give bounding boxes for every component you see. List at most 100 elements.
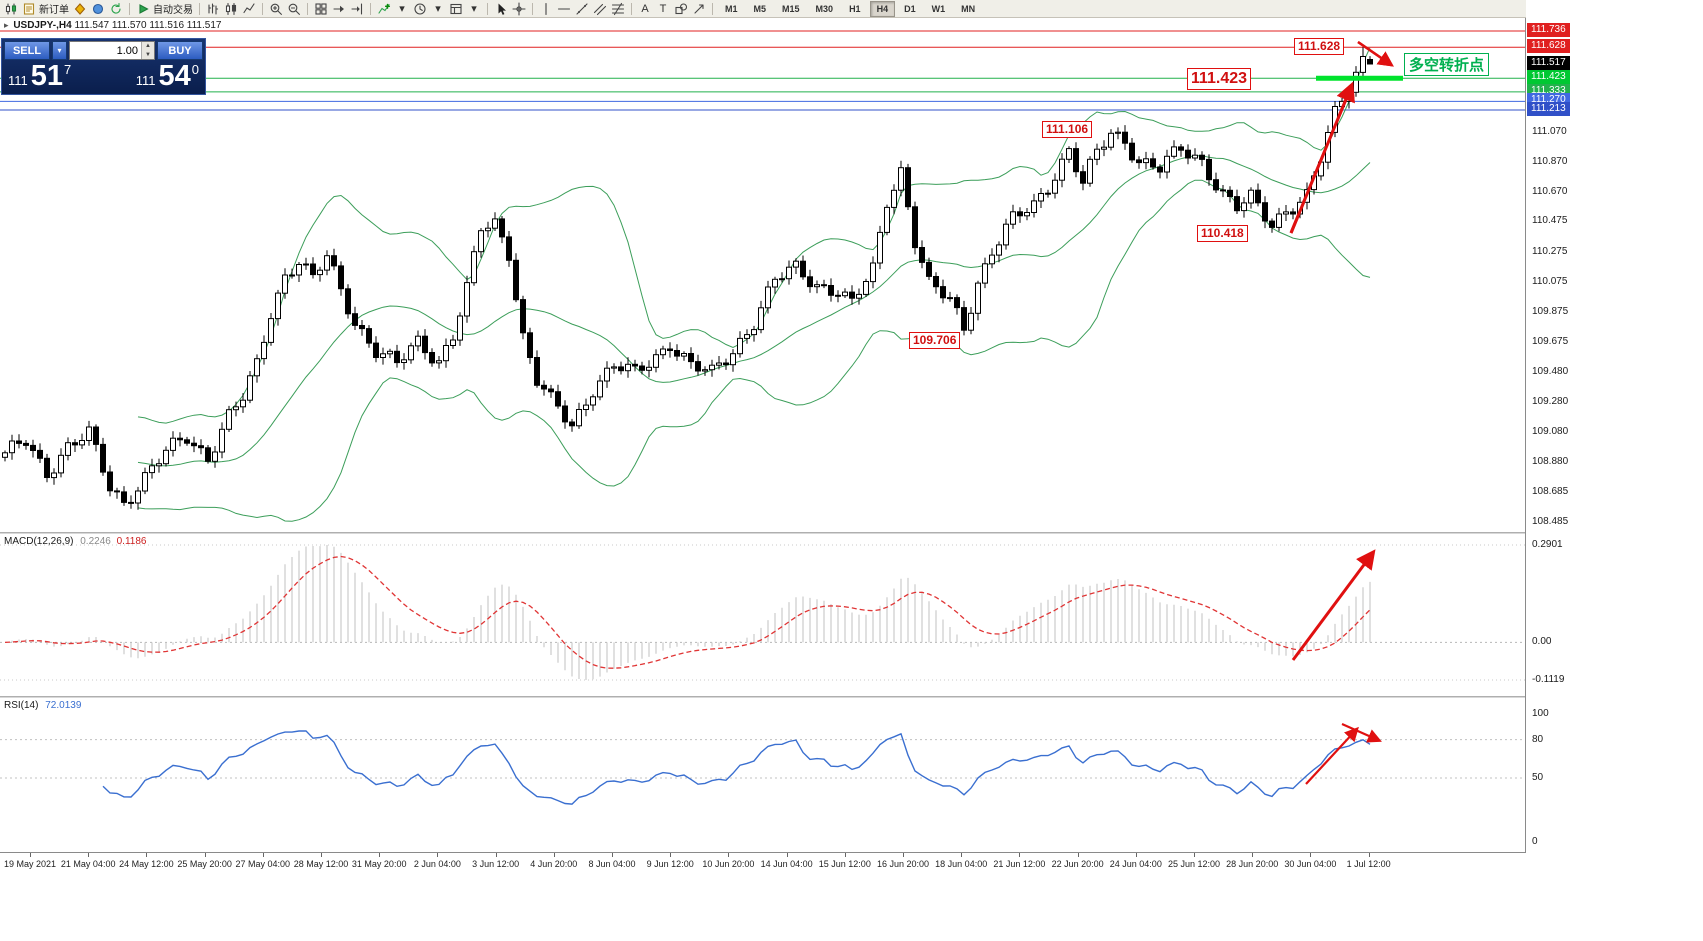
timeframe-mn-button[interactable]: MN (961, 3, 976, 14)
timeframe-m30-button[interactable]: M30 (815, 3, 834, 14)
candles-chart-icon[interactable] (222, 1, 240, 17)
chart-ohlc: 111.547 111.570 111.516 111.517 (74, 20, 222, 31)
chart-title: ▸ USDJPY-,H4 111.547 111.570 111.516 111… (4, 20, 221, 31)
axis-price-marker: 111.628 (1527, 39, 1570, 54)
order-options-dropdown[interactable]: ▾ (52, 41, 67, 60)
volume-field: ▲ ▼ (69, 41, 155, 60)
time-tick (961, 853, 963, 857)
macd-panel: MACD(12,26,9) 0.2246 0.1186 (0, 534, 1525, 696)
time-tick (553, 853, 555, 857)
macd-label: MACD(12,26,9) 0.2246 0.1186 (4, 536, 146, 547)
cursor-icon[interactable] (492, 1, 510, 17)
axis-tick-label: 50 (1532, 772, 1544, 783)
axis-tick-label: 108.880 (1532, 456, 1569, 468)
timeframe-w1-button[interactable]: W1 (931, 3, 946, 14)
bars-chart-icon[interactable] (204, 1, 222, 17)
chart-symbol: USDJPY-,H4 (13, 20, 72, 31)
candlestick-chart[interactable] (0, 18, 1525, 532)
timeframe-d1-button[interactable]: D1 (904, 3, 916, 14)
volume-up-button[interactable]: ▲ (142, 42, 154, 51)
time-tick (1194, 853, 1195, 857)
timeframe-h4-button[interactable]: H4 (869, 0, 896, 17)
chart-annotation[interactable]: 111.423 (1187, 68, 1252, 90)
panel-separator[interactable] (0, 696, 1703, 698)
templates-icon[interactable] (447, 1, 465, 17)
market-watch-icon[interactable] (89, 1, 107, 17)
time-tick-label: 8 Jun 04:00 (588, 859, 636, 869)
time-tick (670, 853, 672, 857)
new-chart-icon[interactable] (2, 1, 20, 17)
sell-price[interactable]: 111 51 7 (8, 62, 71, 91)
buy-button[interactable]: BUY (157, 41, 203, 60)
toolbar-separator (532, 2, 533, 15)
sell-price-point: 7 (64, 62, 72, 77)
chart-shift-icon[interactable] (348, 1, 366, 17)
rsi-value: 72.0139 (45, 700, 82, 711)
price-axis[interactable]: 111.070 110.870 110.670 110.475 110.275 110.0… (1526, 0, 1703, 941)
time-tick-label: 28 May 12:00 (293, 859, 349, 869)
chart-annotation[interactable]: 109.706 (909, 332, 961, 349)
buy-price[interactable]: 111 54 0 (136, 62, 199, 91)
axis-tick-label: 108.485 (1532, 516, 1569, 527)
volume-input[interactable] (70, 42, 141, 59)
time-tick-label: 3 Jun 12:00 (472, 859, 520, 869)
line-chart-icon[interactable] (240, 1, 258, 17)
vertical-line-icon[interactable] (537, 1, 555, 17)
periods-dropdown-icon[interactable]: ▾ (435, 2, 441, 15)
toolbar-separator (199, 2, 200, 15)
time-tick (1252, 853, 1254, 857)
tile-windows-icon[interactable] (312, 1, 330, 17)
macd-chart[interactable] (0, 534, 1525, 696)
profiles-icon[interactable] (71, 1, 89, 17)
axis-tick-label: 108.685 (1532, 485, 1569, 497)
indicators-icon[interactable] (375, 1, 393, 17)
time-tick-label: 22 Jun 20:00 (1051, 859, 1104, 869)
main-chart-panel: ▸ USDJPY-,H4 111.547 111.570 111.516 111… (0, 18, 1525, 532)
equidistant-channel-icon[interactable] (591, 1, 609, 17)
time-tick-label: 14 Jun 04:00 (760, 859, 813, 869)
chart-annotation[interactable]: 111.106 (1042, 121, 1093, 138)
timeframe-h1-button[interactable]: H1 (849, 3, 861, 14)
time-tick (1135, 853, 1137, 857)
timeframe-m5-button[interactable]: M5 (753, 3, 767, 14)
fibonacci-icon[interactable] (609, 1, 627, 17)
auto-scroll-icon[interactable] (330, 1, 348, 17)
time-axis[interactable]: 19 May 2021 21 May 04:00 24 May 12:00 25 Ma… (0, 852, 1703, 874)
timeframe-m15-button[interactable]: M15 (782, 3, 800, 14)
shapes-icon[interactable] (672, 1, 690, 17)
refresh-icon[interactable] (107, 1, 125, 17)
toolbar-separator (307, 2, 308, 15)
text-icon[interactable]: A (641, 2, 649, 15)
axis-tick-label: 110.870 (1532, 155, 1568, 167)
trend-note[interactable]: 多空转折点 (1404, 53, 1490, 76)
chart-annotation[interactable]: 111.628 (1294, 38, 1345, 55)
time-tick-label: 21 Jun 12:00 (993, 859, 1046, 869)
zoom-out-icon[interactable] (285, 1, 303, 17)
zoom-in-icon[interactable] (267, 1, 285, 17)
new-order-button[interactable]: 新订单 (20, 1, 71, 17)
periods-icon[interactable] (411, 1, 429, 17)
axis-tick-label: 100 (1532, 708, 1549, 719)
time-tick-label: 16 Jun 20:00 (876, 859, 930, 869)
chart-annotation[interactable]: 110.418 (1197, 225, 1248, 242)
autotrade-button[interactable]: 自动交易 (134, 1, 195, 17)
axis-price-marker: 111.213 (1527, 101, 1570, 116)
label-icon[interactable]: T (659, 2, 667, 15)
arrows-icon[interactable] (690, 1, 708, 17)
templates-dropdown-icon[interactable]: ▾ (471, 2, 477, 15)
panel-separator[interactable] (0, 532, 1703, 534)
volume-down-button[interactable]: ▼ (142, 50, 154, 59)
axis-tick-label: 0 (1532, 836, 1538, 847)
indicators-dropdown-icon[interactable]: ▾ (399, 2, 405, 15)
time-tick (437, 853, 439, 857)
trendline-icon[interactable] (573, 1, 591, 17)
time-tick-label: 15 Jun 12:00 (818, 859, 871, 869)
horizontal-line-icon[interactable] (555, 1, 573, 17)
time-tick-label: 9 Jun 12:00 (646, 859, 694, 869)
timeframe-m1-button[interactable]: M1 (725, 3, 738, 14)
rsi-chart[interactable] (0, 698, 1525, 852)
sell-button[interactable]: SELL (4, 41, 50, 60)
crosshair-icon[interactable] (510, 1, 528, 17)
buy-price-point: 0 (191, 62, 199, 77)
toolbar: 新订单 自动交易 ▾ ▾ ▾ A T M1 M5 M15 M30 H1 H4 D1 W1 MN (0, 0, 1703, 18)
